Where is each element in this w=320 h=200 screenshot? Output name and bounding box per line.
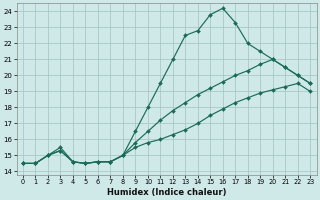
X-axis label: Humidex (Indice chaleur): Humidex (Indice chaleur) (107, 188, 226, 197)
